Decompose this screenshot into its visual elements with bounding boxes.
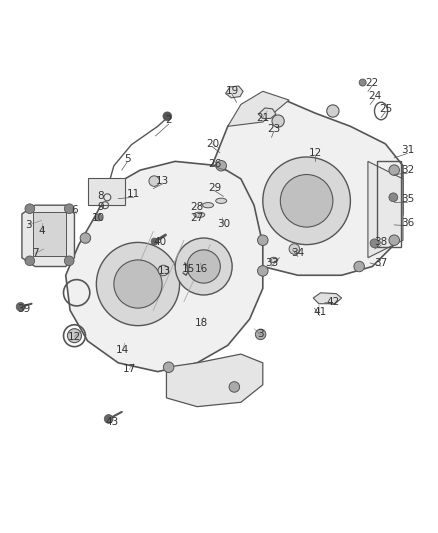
Text: 38: 38 <box>374 237 388 247</box>
Polygon shape <box>226 86 243 98</box>
Text: 33: 33 <box>265 258 278 268</box>
Text: 39: 39 <box>18 304 31 314</box>
Text: 32: 32 <box>401 165 414 175</box>
Circle shape <box>114 260 162 308</box>
Polygon shape <box>66 161 263 372</box>
Text: 27: 27 <box>191 213 204 223</box>
Circle shape <box>280 174 333 227</box>
Circle shape <box>163 362 174 373</box>
Text: 30: 30 <box>217 219 230 229</box>
Circle shape <box>255 329 266 340</box>
Text: 19: 19 <box>226 86 239 96</box>
Text: 20: 20 <box>206 139 219 149</box>
Text: 13: 13 <box>155 176 169 186</box>
Circle shape <box>25 256 35 265</box>
Circle shape <box>67 329 81 343</box>
Text: 22: 22 <box>366 77 379 87</box>
Circle shape <box>16 302 25 311</box>
Circle shape <box>163 112 172 120</box>
Circle shape <box>175 238 232 295</box>
Circle shape <box>25 204 35 214</box>
Circle shape <box>216 160 226 171</box>
Circle shape <box>327 105 339 117</box>
Text: 7: 7 <box>32 248 39 259</box>
Ellipse shape <box>270 257 278 263</box>
Text: 34: 34 <box>291 248 304 259</box>
Text: 3: 3 <box>25 220 32 230</box>
Text: 2: 2 <box>165 115 172 125</box>
Circle shape <box>389 165 399 175</box>
Text: 4: 4 <box>38 227 45 237</box>
FancyBboxPatch shape <box>33 212 66 255</box>
Circle shape <box>370 239 379 248</box>
Text: 42: 42 <box>326 296 339 306</box>
Polygon shape <box>228 91 289 126</box>
Text: 5: 5 <box>124 154 131 164</box>
Ellipse shape <box>202 203 213 208</box>
Circle shape <box>258 235 268 246</box>
Text: 11: 11 <box>127 189 140 199</box>
Polygon shape <box>210 100 403 275</box>
Text: 12: 12 <box>68 332 81 342</box>
Circle shape <box>104 415 113 423</box>
Text: 12: 12 <box>309 148 322 158</box>
Text: 23: 23 <box>267 124 280 134</box>
Circle shape <box>359 79 366 86</box>
Text: 43: 43 <box>105 417 118 427</box>
Text: 41: 41 <box>313 308 326 318</box>
Text: 10: 10 <box>92 213 105 223</box>
Text: 3: 3 <box>257 329 264 340</box>
Polygon shape <box>166 354 263 407</box>
Circle shape <box>229 382 240 392</box>
Text: 37: 37 <box>374 258 388 268</box>
Circle shape <box>64 204 74 214</box>
Polygon shape <box>313 293 342 304</box>
Text: 40: 40 <box>153 237 166 247</box>
Circle shape <box>158 265 169 276</box>
Text: 18: 18 <box>195 318 208 328</box>
Circle shape <box>354 261 364 272</box>
Circle shape <box>272 115 284 127</box>
Text: 26: 26 <box>208 159 221 168</box>
Text: 31: 31 <box>401 146 414 156</box>
Circle shape <box>187 250 220 283</box>
Circle shape <box>64 256 74 265</box>
Circle shape <box>258 265 268 276</box>
Circle shape <box>289 244 300 254</box>
Circle shape <box>389 193 398 201</box>
Text: 24: 24 <box>368 91 381 101</box>
Text: 14: 14 <box>116 345 129 355</box>
Polygon shape <box>368 161 403 258</box>
Ellipse shape <box>215 198 227 204</box>
Circle shape <box>80 233 91 243</box>
Text: 21: 21 <box>256 112 269 123</box>
Text: 16: 16 <box>195 264 208 273</box>
Text: 25: 25 <box>379 104 392 114</box>
Ellipse shape <box>194 212 205 217</box>
Text: 17: 17 <box>123 365 136 374</box>
Text: 6: 6 <box>71 205 78 215</box>
Text: 29: 29 <box>208 183 221 192</box>
Circle shape <box>389 235 399 246</box>
Circle shape <box>149 176 159 187</box>
Text: 9: 9 <box>97 203 104 212</box>
Text: 35: 35 <box>401 193 414 204</box>
Text: 15: 15 <box>182 264 195 273</box>
Text: 36: 36 <box>401 217 414 228</box>
Circle shape <box>263 157 350 245</box>
FancyBboxPatch shape <box>88 178 125 205</box>
Polygon shape <box>22 205 74 266</box>
Text: 28: 28 <box>191 203 204 212</box>
Text: 13: 13 <box>158 266 171 276</box>
Circle shape <box>151 238 158 245</box>
Circle shape <box>96 243 180 326</box>
Circle shape <box>95 214 102 221</box>
Text: 8: 8 <box>97 191 104 201</box>
Polygon shape <box>258 108 276 118</box>
